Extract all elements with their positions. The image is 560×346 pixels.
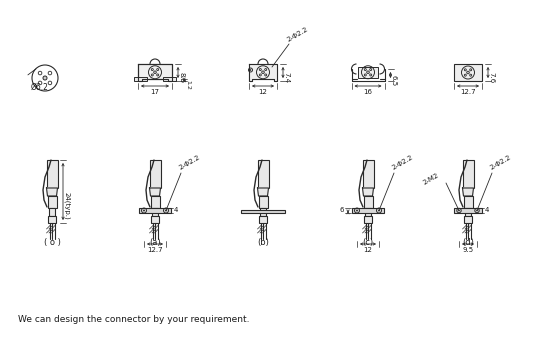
Polygon shape <box>46 188 58 196</box>
Text: 16: 16 <box>363 90 372 95</box>
Text: 2-Φ2.2: 2-Φ2.2 <box>489 154 512 171</box>
Polygon shape <box>362 188 374 196</box>
Bar <box>138 64 172 79</box>
Text: 6: 6 <box>339 208 344 213</box>
Bar <box>241 210 285 213</box>
Bar <box>464 216 472 223</box>
Text: 2-Φ2.2: 2-Φ2.2 <box>391 154 414 171</box>
Bar <box>49 208 55 216</box>
Bar <box>48 196 57 208</box>
Bar <box>163 76 176 81</box>
Text: 6.5: 6.5 <box>391 75 397 86</box>
Text: (b): (b) <box>257 237 269 246</box>
Circle shape <box>466 71 469 74</box>
Bar <box>364 216 372 223</box>
Circle shape <box>379 210 380 211</box>
Bar <box>260 208 266 216</box>
Circle shape <box>153 71 156 74</box>
Text: 7.4: 7.4 <box>283 73 290 84</box>
Text: 12.7: 12.7 <box>460 90 476 95</box>
Bar <box>362 160 374 188</box>
Bar <box>46 160 58 188</box>
Text: 2-Φ2.2: 2-Φ2.2 <box>286 26 309 43</box>
Circle shape <box>367 71 369 74</box>
Polygon shape <box>463 188 474 196</box>
Text: We can design the connector by your requirement.: We can design the connector by your requ… <box>18 316 250 325</box>
Polygon shape <box>258 188 268 196</box>
Text: ( o ): ( o ) <box>44 237 60 246</box>
Text: 7.6: 7.6 <box>488 73 494 84</box>
Bar <box>463 160 474 188</box>
Text: 12.7: 12.7 <box>147 247 163 254</box>
Text: 2-Φ2.2: 2-Φ2.2 <box>178 154 201 171</box>
Text: 4: 4 <box>174 208 179 213</box>
Text: 12: 12 <box>259 90 268 95</box>
Bar <box>358 67 378 78</box>
Bar <box>48 216 56 223</box>
Bar <box>151 196 160 208</box>
Text: 2-M2: 2-M2 <box>422 172 440 185</box>
Bar <box>150 160 161 188</box>
Text: 17: 17 <box>151 90 160 95</box>
Text: 24(typ.): 24(typ.) <box>63 191 70 219</box>
Text: 1.2: 1.2 <box>185 80 190 90</box>
Polygon shape <box>150 188 161 196</box>
Text: 9.5: 9.5 <box>463 247 474 254</box>
Polygon shape <box>138 64 172 81</box>
Bar <box>139 208 171 213</box>
Bar <box>454 208 482 213</box>
Bar <box>363 196 372 208</box>
Circle shape <box>143 210 144 211</box>
Bar <box>259 196 268 208</box>
Text: 12: 12 <box>363 247 372 254</box>
Bar <box>352 208 384 213</box>
Bar <box>365 208 371 216</box>
Text: (c): (c) <box>362 237 374 246</box>
Text: (d): (d) <box>462 237 474 246</box>
Circle shape <box>262 71 264 74</box>
Text: 8.5: 8.5 <box>179 73 184 84</box>
Bar <box>134 76 147 81</box>
Bar <box>259 216 267 223</box>
Bar <box>465 208 471 216</box>
Bar <box>151 216 159 223</box>
Circle shape <box>43 76 47 80</box>
Bar <box>152 208 158 216</box>
Text: (a): (a) <box>149 237 161 246</box>
Text: 4: 4 <box>485 208 489 213</box>
Polygon shape <box>249 64 277 81</box>
Bar <box>258 160 268 188</box>
Bar <box>454 64 482 81</box>
Bar <box>464 196 473 208</box>
Text: Ø6.2: Ø6.2 <box>31 83 49 92</box>
